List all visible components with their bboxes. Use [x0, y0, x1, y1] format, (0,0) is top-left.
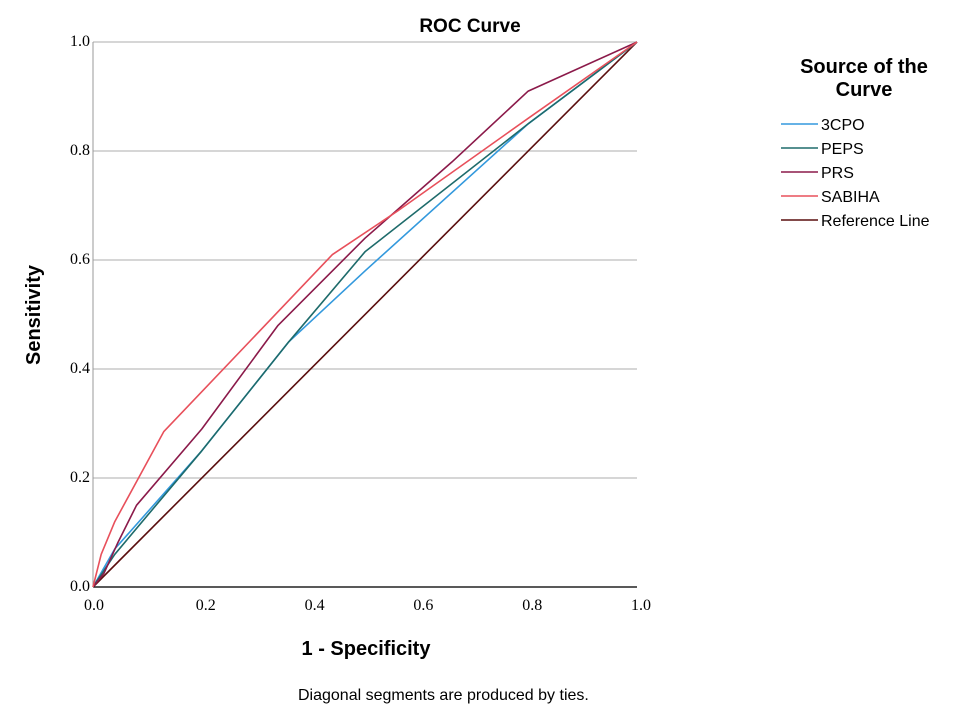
- y-tick-label-2: 0.4: [70, 360, 90, 377]
- x-tick-label-5: 1.0: [631, 597, 651, 614]
- y-tick-label-0: 0.0: [70, 578, 90, 595]
- legend-label-prs: PRS: [821, 165, 854, 182]
- legend-label-sabiha: SABIHA: [821, 189, 880, 206]
- x-tick-labels: 0.0 0.2 0.4 0.6 0.8 1.0: [84, 597, 651, 614]
- y-tick-label-1: 0.2: [70, 469, 90, 486]
- x-tick-label-3: 0.6: [413, 597, 433, 614]
- y-tick-label-5: 1.0: [70, 33, 90, 50]
- legend-label-peps: PEPS: [821, 141, 864, 158]
- series-line-sabiha: [92, 41, 638, 588]
- legend-title-line-1: Source of the: [800, 56, 928, 78]
- legend-label-reference-line: Reference Line: [821, 213, 930, 230]
- chart-title: ROC Curve: [419, 16, 520, 37]
- y-tick-label-4: 0.8: [70, 142, 90, 159]
- series-lines: [92, 41, 638, 588]
- series-line-reference-line: [92, 41, 638, 588]
- legend-items: 3CPO PEPS PRS SABIHA Reference Line: [781, 117, 930, 230]
- series-line-peps: [92, 41, 638, 588]
- x-tick-label-2: 0.4: [305, 597, 325, 614]
- x-axis-label: 1 - Specificity: [302, 638, 432, 660]
- footnote: Diagonal segments are produced by ties.: [298, 687, 589, 704]
- y-tick-labels: 0.0 0.2 0.4 0.6 0.8 1.0: [70, 33, 90, 595]
- y-axis-label: Sensitivity: [23, 264, 45, 365]
- x-tick-label-0: 0.0: [84, 597, 104, 614]
- x-tick-label-1: 0.2: [196, 597, 216, 614]
- plot-frame: [92, 42, 637, 588]
- legend-label-3cpo: 3CPO: [821, 117, 865, 134]
- legend: Source of the Curve 3CPO PEPS PRS SABIHA Ref…: [781, 56, 930, 230]
- x-tick-label-4: 0.8: [522, 597, 542, 614]
- y-tick-label-3: 0.6: [70, 251, 90, 268]
- series-line-prs: [92, 41, 638, 588]
- legend-title-line-2: Curve: [836, 79, 893, 101]
